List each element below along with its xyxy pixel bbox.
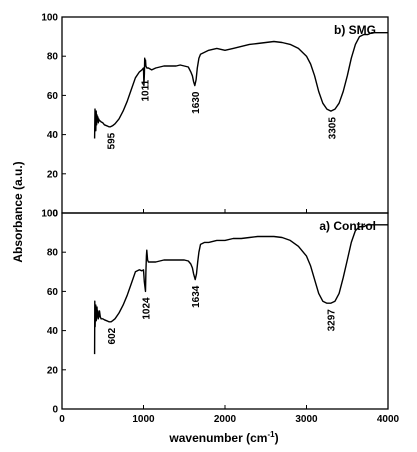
x-tick-label: 3000: [295, 414, 318, 425]
y-tick-label: 100: [41, 209, 58, 220]
peak-label: 602: [107, 327, 118, 344]
y-tick-label: 40: [47, 326, 59, 337]
panel-frame: [61, 16, 389, 214]
x-tick-label: 1000: [132, 414, 155, 425]
y-tick-label: 100: [41, 13, 58, 24]
y-tick-label: 80: [47, 248, 59, 259]
peak-label: 3297: [327, 309, 338, 332]
panel-label: a) Control: [319, 219, 376, 233]
panel-frame: [61, 212, 389, 410]
y-axis-label: Absorbance (a.u.): [11, 161, 25, 262]
y-tick-label: 0: [52, 405, 58, 416]
y-tick-label: 60: [47, 287, 59, 298]
peak-label: 1011: [140, 79, 151, 101]
spectrum-line-top: [93, 32, 388, 139]
peak-label: 1024: [141, 297, 152, 320]
spectrum-line-bottom: [93, 224, 388, 355]
peak-label: 1630: [191, 91, 202, 114]
x-tick-label: 0: [59, 414, 65, 425]
panel-top: 0 20 40 60 80 100 b) SMG 595 1011 1630 3305: [41, 13, 389, 220]
chart-panels: 0 20 40 60 80 100 b) SMG 595 1011 1630 3305 0 20 40 60…: [41, 13, 399, 426]
panel-label: b) SMG: [334, 23, 376, 37]
peak-label: 3305: [327, 117, 338, 140]
y-tick-label: 20: [47, 365, 59, 376]
x-tick-label: 4000: [377, 414, 400, 425]
y-tick-label: 20: [47, 169, 59, 180]
y-tick-label: 40: [47, 130, 59, 141]
x-axis-label: wavenumber (cm-1): [168, 430, 278, 445]
y-tick-label: 80: [47, 52, 59, 63]
y-tick-label: 60: [47, 91, 59, 102]
peak-label: 595: [106, 132, 117, 149]
x-tick-label: 2000: [214, 414, 237, 425]
peak-label: 1634: [191, 285, 202, 308]
y-tick-label: 0: [52, 209, 58, 220]
